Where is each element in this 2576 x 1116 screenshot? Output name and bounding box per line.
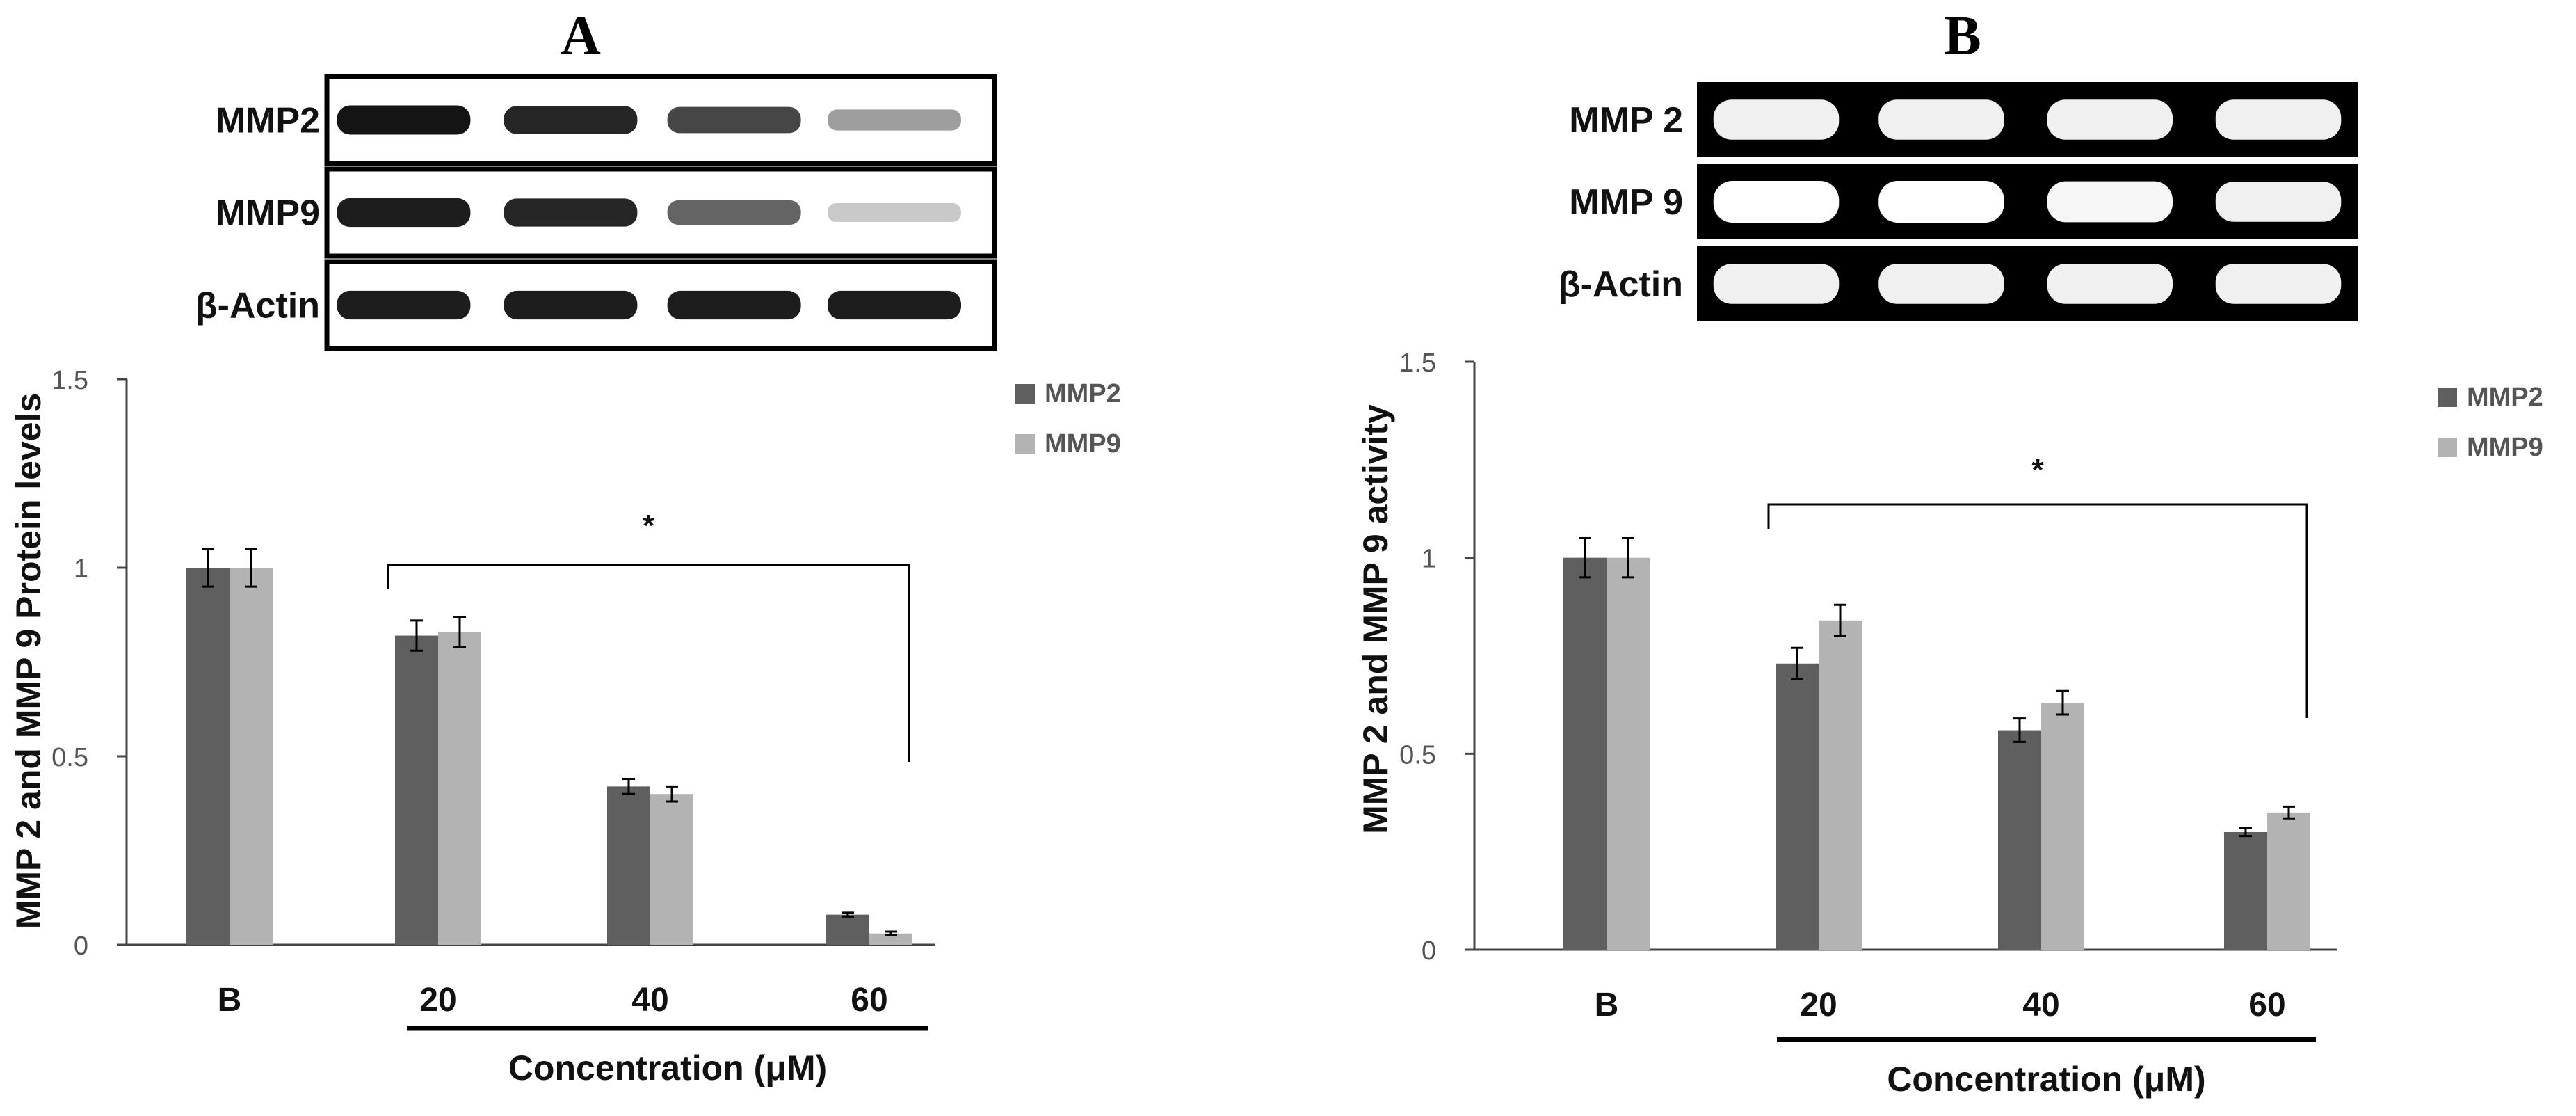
blot-band [2215,264,2342,304]
blot-band [667,290,801,320]
bar-mmp9-2 [2041,703,2084,950]
blot-band [2215,182,2342,222]
blot-band [504,290,638,320]
y-tick-label: 1.5 [1399,349,1436,378]
blot-band [2047,264,2173,304]
blot-band [828,109,961,131]
legend-label: MMP9 [1045,429,1121,459]
y-tick-label: 1.5 [51,366,88,395]
blot-band [1713,264,1840,304]
x-axis-label: Concentration (μM) [1887,1060,2205,1099]
blot-band [2215,99,2342,140]
legend-swatch [2438,438,2457,457]
bar-mmp2-3 [826,914,869,945]
legend-label: MMP2 [2467,383,2543,412]
legend-swatch [1015,384,1035,404]
bar-mmp9-3 [2267,812,2310,950]
bar-mmp2-0 [186,568,230,945]
blot-band [2047,99,2173,140]
x-tick-label: B [218,982,242,1019]
significance-star: * [2031,453,2044,487]
blot-band [1713,181,1840,223]
blot-band [1878,264,2004,304]
panel-letter: B [1944,6,1981,67]
y-axis-label: MMP 2 and MMP 9 Protein levels [9,393,48,930]
bar-mmp2-2 [607,786,650,945]
blot-row-2: β-Actin [195,259,997,351]
blot-row-0: MMP2 [216,74,997,166]
bar-mmp2-3 [2224,832,2267,950]
y-axis-label: MMP 2 and MMP 9 activity [1356,404,1395,834]
blot-row-label: MMP 9 [1569,182,1683,223]
legend-swatch [1015,434,1035,454]
legend: MMP2 MMP9 [1015,379,1121,459]
legend-swatch [2438,388,2457,407]
y-tick-label: 1 [1422,545,1436,574]
x-tick-label: 20 [419,982,456,1019]
blot-row-label: β-Actin [195,286,320,326]
y-tick-label: 0.5 [51,743,88,772]
x-tick-label: 40 [2022,987,2059,1023]
blot-row-label: MMP2 [216,101,320,141]
bar-mmp9-2 [650,794,693,945]
y-tick-label: 1 [74,555,88,584]
blot-band [1713,99,1840,140]
bar-mmp2-1 [395,635,438,945]
significance-bracket [387,564,910,762]
blot-band [828,290,961,320]
blot-band [1878,181,2004,223]
blot-band [667,200,801,225]
blot-row-0: MMP 2 [1569,82,2358,157]
blot-band [2047,181,2173,223]
blot-row-label: MMP 2 [1569,100,1683,141]
x-tick-label: 60 [2248,987,2285,1023]
legend: MMP2 MMP9 [2438,383,2543,462]
y-tick-label: 0.5 [1399,740,1436,770]
blot-band [828,203,961,222]
bar-mmp9-0 [1607,557,1650,950]
blot-band [337,105,471,135]
x-axis-label: Concentration (μM) [508,1049,827,1087]
bar-mmp2-2 [1998,730,2041,950]
blot-row-1: MMP 9 [1569,164,2358,239]
blot-row-1: MMP9 [216,166,997,259]
zymography-gel: MMP 2 MMP 9 β-Actin [1559,82,2358,321]
blot-band [504,198,638,227]
bar-mmp9-1 [1819,620,1862,950]
western-blot: MMP2 MMP9 β-Actin [195,74,997,351]
bar-mmp9-0 [230,568,273,945]
bar-mmp2-0 [1563,557,1607,950]
blot-band [504,106,638,134]
significance-star: * [643,509,655,543]
x-tick-label: 60 [851,982,887,1019]
legend-label: MMP9 [2467,433,2543,462]
bar-mmp9-1 [438,632,481,945]
x-tick-label: 40 [631,982,668,1019]
blot-band [337,198,471,228]
y-tick-label: 0 [1422,936,1436,966]
blot-band [1878,99,2004,140]
bar-mmp2-1 [1776,663,1819,950]
panel-letter: A [561,6,601,67]
y-tick-label: 0 [74,932,88,961]
blot-row-2: β-Actin [1559,246,2358,321]
legend-label: MMP2 [1045,379,1121,408]
blot-band [667,106,801,134]
bar-mmp9-3 [869,933,912,945]
blot-row-label: MMP9 [216,193,320,234]
blot-row-label: β-Actin [1559,264,1683,305]
significance-bracket [1767,503,2308,718]
blot-band [337,290,471,320]
x-tick-label: 20 [1800,987,1837,1023]
x-tick-label: B [1595,987,1619,1023]
